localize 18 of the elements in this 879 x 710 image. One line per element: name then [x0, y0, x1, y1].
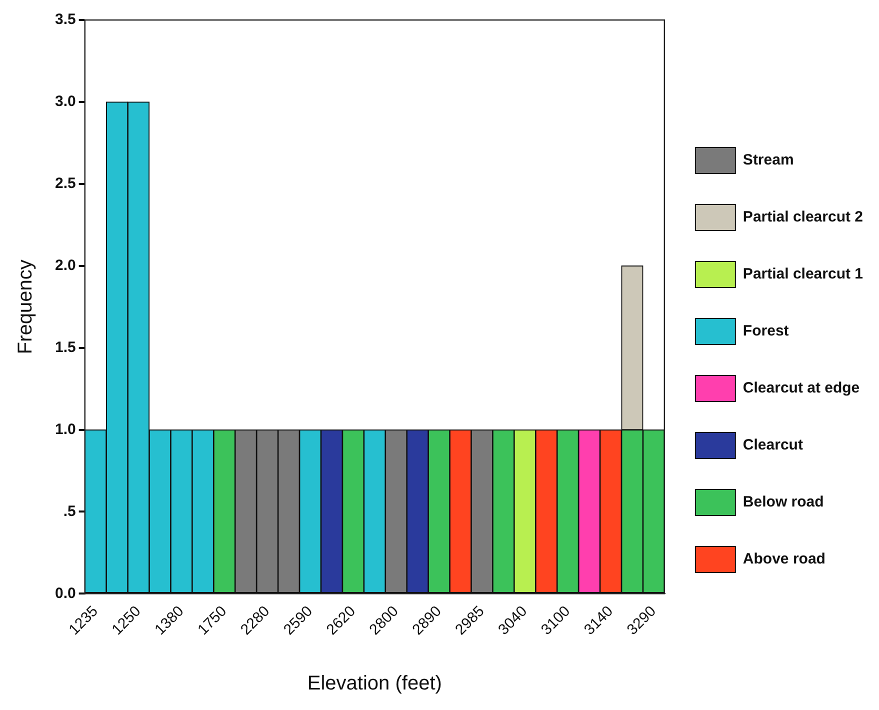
y-tick-label: 3.5	[54, 11, 76, 28]
y-tick-label: 3.0	[54, 93, 76, 110]
y-tick-label: 1.0	[54, 420, 76, 438]
legend-label: Clearcut	[742, 436, 803, 454]
legend-label: Clearcut at edge	[742, 380, 860, 397]
y-tick-label: 1.5	[54, 338, 76, 356]
legend-label: Stream	[742, 152, 794, 169]
y-tick-label: 0.0	[54, 584, 76, 602]
y-axis-title: Frequency	[14, 260, 37, 354]
legend-label: Partial clearcut 2	[742, 208, 864, 226]
legend-label: Partial clearcut 1	[742, 266, 864, 283]
legend-label: Below road	[742, 494, 824, 511]
legend-label: Above road	[742, 550, 826, 568]
legend-label: Forest	[742, 322, 789, 340]
y-tick-label: 2.5	[54, 175, 76, 192]
y-tick-label: .5	[63, 502, 76, 520]
y-tick-label: 2.0	[54, 257, 76, 274]
x-axis-title: Elevation (feet)	[307, 672, 442, 695]
